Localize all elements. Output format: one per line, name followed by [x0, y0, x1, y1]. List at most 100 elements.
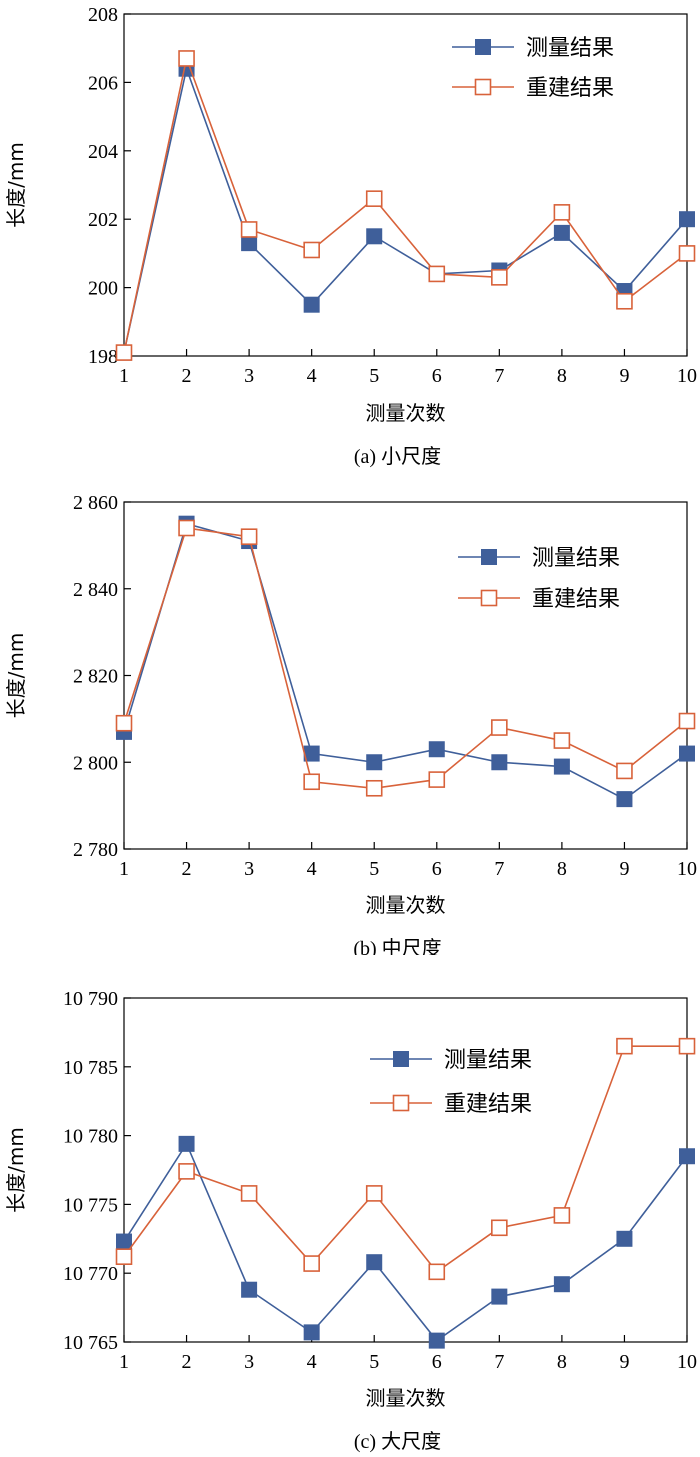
data-point — [240, 528, 258, 546]
x-tick-label: 6 — [432, 365, 442, 387]
y-axis-title: 长度/mm — [4, 633, 28, 719]
x-tick-label: 8 — [557, 858, 567, 880]
chart-caption: (c) 大尺度 — [354, 1430, 441, 1453]
data-point — [678, 1037, 696, 1055]
y-tick-label: 10 790 — [63, 988, 118, 1010]
data-point — [116, 1233, 132, 1250]
legend-marker — [392, 1094, 410, 1112]
series-line — [123, 1045, 687, 1273]
x-tick-label: 3 — [244, 365, 254, 387]
y-axis-title: 长度/mm — [4, 1127, 28, 1213]
legend-marker — [481, 549, 497, 565]
data-point — [553, 1276, 570, 1293]
y-tick-label: 202 — [88, 209, 118, 231]
y-tick-label: 2 820 — [73, 666, 118, 688]
data-point — [616, 791, 633, 808]
chart-panel-a: 198 200 202 204 206 208 1 2 3 4 5 6 7 8 9 10 测量次数 长度/mm (a… — [0, 0, 700, 470]
chart-a-svg: 198 200 202 204 206 208 1 2 3 4 5 6 7 8 9 10 测量次数 长度/mm (a… — [4, 4, 697, 468]
data-point — [178, 1163, 195, 1180]
plot-frame — [123, 997, 688, 1343]
y-tick-label: 208 — [88, 4, 118, 26]
data-point — [678, 712, 696, 730]
y-tick-label: 10 775 — [63, 1194, 118, 1216]
data-point — [303, 1255, 320, 1272]
x-tick-label: 7 — [494, 858, 504, 880]
x-tick-label: 8 — [557, 365, 567, 387]
x-tick-label: 2 — [182, 1351, 192, 1373]
data-point — [178, 519, 195, 537]
data-point — [616, 1230, 633, 1247]
x-tick-label: 10 — [677, 1351, 697, 1373]
data-point — [616, 1037, 633, 1055]
y-tick-label: 10 770 — [63, 1263, 118, 1285]
plot-frame — [123, 13, 688, 357]
data-point — [679, 1148, 695, 1165]
x-tick-label: 8 — [557, 1351, 567, 1373]
data-point — [428, 741, 445, 758]
x-tick-label: 2 — [182, 858, 192, 880]
y-tick-label: 204 — [88, 141, 118, 163]
legend-marker — [475, 39, 491, 55]
data-point — [428, 1263, 446, 1281]
data-point — [553, 204, 571, 221]
data-point — [679, 211, 695, 228]
chart-panel-c: 10 765 10 770 10 775 10 780 10 785 10 790 1 2 3 4… — [0, 972, 700, 1457]
data-point — [491, 719, 508, 736]
y-tick-label: 2 780 — [73, 839, 118, 861]
series-line — [123, 527, 688, 790]
data-point — [491, 754, 508, 771]
x-axis-title: 测量次数 — [366, 893, 446, 917]
x-tick-label: 5 — [369, 858, 379, 880]
x-tick-label: 6 — [432, 858, 442, 880]
data-point — [240, 221, 258, 238]
x-tick-label: 1 — [119, 1351, 129, 1373]
data-point — [365, 190, 383, 207]
data-point — [491, 269, 508, 286]
y-tick-label: 206 — [88, 72, 118, 94]
legend-marker — [480, 589, 498, 607]
data-point — [240, 1185, 258, 1202]
chart-b-svg: 2 780 2 800 2 820 2 840 2 860 1 2 3 4 5 6 7 8 9 10 测量次数… — [4, 492, 697, 955]
data-point — [241, 235, 258, 252]
legend-marker — [393, 1051, 409, 1067]
data-point — [303, 1324, 320, 1341]
x-tick-label: 6 — [432, 1351, 442, 1373]
data-point — [491, 1219, 508, 1237]
x-tick-label: 4 — [307, 365, 317, 387]
x-tick-label: 10 — [677, 858, 697, 880]
series-line — [123, 1142, 688, 1342]
data-point — [616, 762, 633, 780]
data-point — [366, 1254, 383, 1271]
data-point — [553, 758, 570, 775]
legend-label: 重建结果 — [444, 1092, 532, 1117]
data-point — [428, 265, 446, 283]
data-point — [679, 745, 695, 762]
x-tick-label: 9 — [619, 858, 629, 880]
y-tick-label: 198 — [88, 346, 118, 368]
data-point — [365, 1185, 383, 1202]
y-tick-label: 2 860 — [73, 492, 118, 514]
data-point — [616, 292, 633, 310]
x-tick-label: 5 — [369, 1351, 379, 1373]
x-tick-label: 3 — [244, 858, 254, 880]
x-tick-label: 7 — [494, 1351, 504, 1373]
legend-label: 测量结果 — [444, 1048, 532, 1073]
x-tick-label: 2 — [182, 365, 192, 387]
legend-label: 测量结果 — [532, 546, 620, 571]
data-point — [178, 50, 195, 67]
chart-panel-b: 2 780 2 800 2 820 2 840 2 860 1 2 3 4 5 6 7 8 9 10 测量次数… — [0, 485, 700, 955]
y-tick-label: 2 800 — [73, 752, 118, 774]
x-tick-label: 5 — [369, 365, 379, 387]
legend-label: 重建结果 — [526, 76, 614, 101]
data-point — [303, 241, 320, 259]
x-tick-label: 10 — [677, 365, 697, 387]
data-point — [678, 245, 696, 262]
legend-marker — [474, 78, 492, 96]
y-tick-label: 10 780 — [63, 1126, 118, 1148]
series-line — [123, 65, 688, 353]
data-point — [366, 228, 383, 245]
y-axis-title: 长度/mm — [4, 142, 28, 228]
chart-caption: (b) 中尺度 — [353, 937, 441, 955]
legend-label: 重建结果 — [532, 587, 620, 612]
